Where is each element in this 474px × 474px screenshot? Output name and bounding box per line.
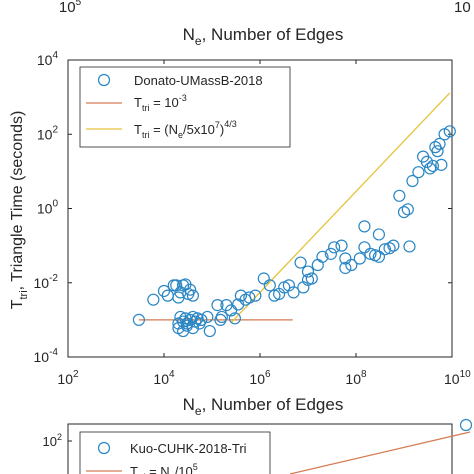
legend-label-2: Ttri = 10-3 xyxy=(134,93,187,113)
data-point xyxy=(358,220,371,233)
top-tick-left: 105 xyxy=(59,0,82,16)
bottom-legend-box xyxy=(79,431,271,474)
data-point xyxy=(378,243,391,256)
data-point xyxy=(339,261,352,275)
y-tick-label: 102 xyxy=(37,124,59,142)
data-point xyxy=(282,279,295,292)
main-chart: 102 104 106 108 1010 10-4 10-2 100 102 104 Ne, N… xyxy=(9,50,471,418)
data-point xyxy=(433,137,446,150)
data-point xyxy=(387,239,400,252)
data-point xyxy=(316,250,329,263)
x-tick-label: 104 xyxy=(153,369,175,387)
data-point xyxy=(215,310,228,324)
bottom-legend-label-1: Kuo-CUHK-2018-Tri xyxy=(130,441,247,456)
x-tick-label: 1010 xyxy=(444,369,471,387)
data-point xyxy=(420,155,434,168)
data-point xyxy=(301,265,315,278)
x-axis-label: Ne, Number of Edges xyxy=(183,395,344,418)
legend: Donato-UMassB-2018 Ttri = 10-3 Ttri = (N… xyxy=(79,66,291,148)
data-point xyxy=(257,272,270,285)
fit-line xyxy=(230,92,451,324)
legend-label-3: Ttri = (Ne/5x107)4/3 xyxy=(134,119,237,140)
data-point xyxy=(435,158,448,171)
data-point xyxy=(225,304,238,317)
x-tick-label: 106 xyxy=(249,369,271,387)
bottom-y-tick-label: 102 xyxy=(43,432,62,449)
data-point xyxy=(184,283,197,296)
data-point xyxy=(147,293,160,306)
data-point xyxy=(429,141,442,154)
data-point xyxy=(401,203,414,216)
data-point xyxy=(132,313,146,326)
x-axis-ticks: 102 104 106 108 1010 xyxy=(57,60,471,387)
data-point xyxy=(287,286,300,299)
data-point xyxy=(203,324,216,338)
data-point xyxy=(426,159,439,173)
top-tick-right: 10 xyxy=(454,0,471,16)
data-point xyxy=(324,247,338,260)
data-point xyxy=(243,291,256,304)
data-points xyxy=(132,125,456,338)
data-point xyxy=(406,174,419,188)
legend-box xyxy=(79,66,291,148)
data-point xyxy=(412,166,425,179)
legend-label-1: Donato-UMassB-2018 xyxy=(134,73,263,88)
y-tick-label: 10-4 xyxy=(34,347,59,365)
data-point xyxy=(294,256,307,269)
data-point xyxy=(263,279,276,292)
data-point xyxy=(180,319,194,332)
x-tick-label: 102 xyxy=(57,369,79,387)
data-point xyxy=(170,279,183,292)
data-point xyxy=(234,289,247,302)
bottom-legend-label-2: Ttri = Ne/105 xyxy=(130,462,198,474)
bottom-legend-marker xyxy=(97,441,111,455)
fit-lines xyxy=(138,92,451,324)
y-tick-label: 104 xyxy=(37,50,59,68)
top-x-axis-label: Ne, Number of Edges xyxy=(183,25,344,48)
data-point xyxy=(201,310,214,324)
data-point xyxy=(186,289,199,302)
data-point xyxy=(249,289,262,302)
data-point xyxy=(397,205,411,219)
top-chart-fragment: 105 10 Ne, Number of Edges xyxy=(59,0,471,48)
data-point xyxy=(393,189,406,202)
data-point xyxy=(424,162,437,175)
legend-marker xyxy=(97,73,111,87)
y-tick-label: 100 xyxy=(37,199,59,217)
x-tick-label: 108 xyxy=(345,369,367,387)
data-point xyxy=(358,241,371,254)
data-point xyxy=(186,322,199,335)
data-point xyxy=(372,250,386,263)
bottom-chart-fragment: 102 Kuo-CUHK-2018-Tri Ttri = Ne/105 xyxy=(43,418,473,474)
data-point xyxy=(211,299,224,312)
data-point xyxy=(335,239,348,252)
y-axis-ticks: 10-4 10-2 100 102 104 xyxy=(34,50,452,365)
data-point xyxy=(339,252,352,265)
bottom-data-point xyxy=(459,418,473,432)
data-point xyxy=(372,228,386,241)
bottom-fit-line xyxy=(289,431,471,474)
data-point xyxy=(305,272,318,285)
data-point xyxy=(328,241,341,254)
data-point xyxy=(228,312,242,325)
data-point xyxy=(403,240,416,253)
y-axis-label: Ttri, Triangle Time (seconds) xyxy=(9,111,30,310)
data-point xyxy=(443,125,456,138)
y-tick-label: 10-2 xyxy=(34,273,59,291)
data-point xyxy=(383,242,396,255)
data-point xyxy=(353,252,366,265)
data-point xyxy=(193,317,206,330)
